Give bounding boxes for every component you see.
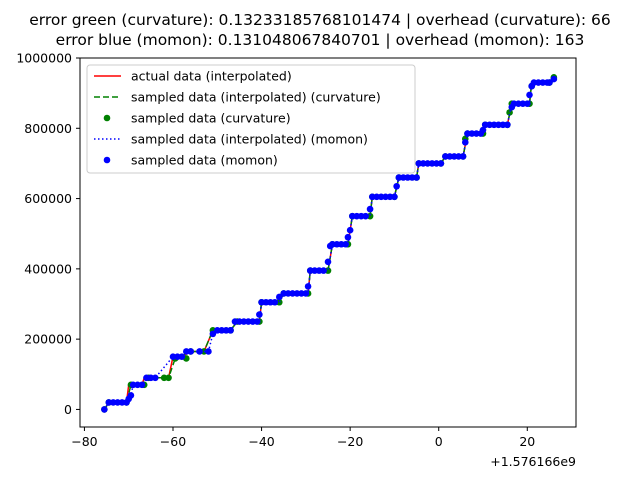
data-point xyxy=(151,374,159,382)
series-layer xyxy=(101,74,558,413)
data-point xyxy=(546,79,553,86)
data-point xyxy=(178,353,186,361)
data-point xyxy=(362,212,369,220)
y-tick-label: 1000000 xyxy=(16,51,72,66)
chart-title-line-2: error blue (momon): 0.131048067840701 | … xyxy=(56,31,585,49)
legend-label: sampled data (interpolated) (momon) xyxy=(131,132,368,147)
data-point xyxy=(101,406,108,413)
data-point xyxy=(275,293,283,301)
y-tick-label: 400000 xyxy=(24,261,72,276)
data-point xyxy=(127,392,135,399)
data-point xyxy=(346,226,354,234)
legend-label: sampled data (momon) xyxy=(131,153,278,168)
data-point xyxy=(393,182,400,190)
legend-item: sampled data (curvature) xyxy=(103,111,291,126)
data-point xyxy=(302,290,310,297)
data-point xyxy=(391,193,398,201)
data-point xyxy=(461,139,469,146)
chart-title-line-1: error green (curvature): 0.1323318576810… xyxy=(29,11,611,29)
data-point xyxy=(523,100,531,107)
data-point xyxy=(271,298,279,306)
data-point xyxy=(459,153,467,160)
data-point xyxy=(366,205,374,213)
legend-marker xyxy=(103,114,111,122)
data-point xyxy=(344,233,352,241)
x-tick-label: 0 xyxy=(435,434,443,449)
data-point xyxy=(479,126,487,134)
legend: actual data (interpolated) sampled data (… xyxy=(86,64,416,174)
data-point xyxy=(165,374,172,382)
legend-item: sampled data (momon) xyxy=(103,153,278,168)
x-tick-label: −80 xyxy=(71,434,97,449)
data-point xyxy=(342,240,350,248)
x-axis-offset-label: +1.576166e9 xyxy=(490,454,576,469)
y-tick-label: 0 xyxy=(64,402,72,417)
data-point xyxy=(253,318,261,325)
data-point xyxy=(187,348,195,355)
x-tick-label: −40 xyxy=(248,434,274,449)
y-tick-label: 200000 xyxy=(24,332,72,347)
data-point xyxy=(196,348,203,355)
data-point xyxy=(550,75,558,83)
y-tick-label: 600000 xyxy=(24,191,72,206)
plot-frame xyxy=(79,57,577,428)
legend-item: actual data (interpolated) xyxy=(94,69,292,84)
data-point xyxy=(209,330,217,338)
legend-label: sampled data (interpolated) (curvature) xyxy=(131,90,381,105)
x-tick-label: −60 xyxy=(160,434,186,449)
data-point xyxy=(227,327,234,334)
series-4 xyxy=(101,75,558,413)
legend-item: sampled data (interpolated) (curvature) xyxy=(94,90,381,105)
data-point xyxy=(324,258,332,266)
axis-layer: −80 −60 −40 −20 0 20 0 200000 400000 600000 800000… xyxy=(16,51,535,450)
legend-label: sampled data (curvature) xyxy=(131,111,291,126)
data-point xyxy=(504,121,511,129)
data-point xyxy=(205,348,212,355)
legend-marker xyxy=(103,156,111,164)
data-point xyxy=(506,109,513,116)
data-point xyxy=(256,311,263,318)
data-point xyxy=(304,283,312,290)
x-tick-label: −20 xyxy=(337,434,363,449)
legend-item: sampled data (interpolated) (momon) xyxy=(94,132,368,147)
data-point xyxy=(437,160,445,167)
data-point xyxy=(526,91,533,99)
data-point xyxy=(138,381,146,389)
legend-label: actual data (interpolated) xyxy=(131,69,292,84)
data-point xyxy=(413,174,420,181)
legend-box xyxy=(86,64,416,174)
y-tick-label: 800000 xyxy=(24,121,72,136)
x-tick-label: 20 xyxy=(519,434,535,449)
data-point xyxy=(320,267,327,274)
